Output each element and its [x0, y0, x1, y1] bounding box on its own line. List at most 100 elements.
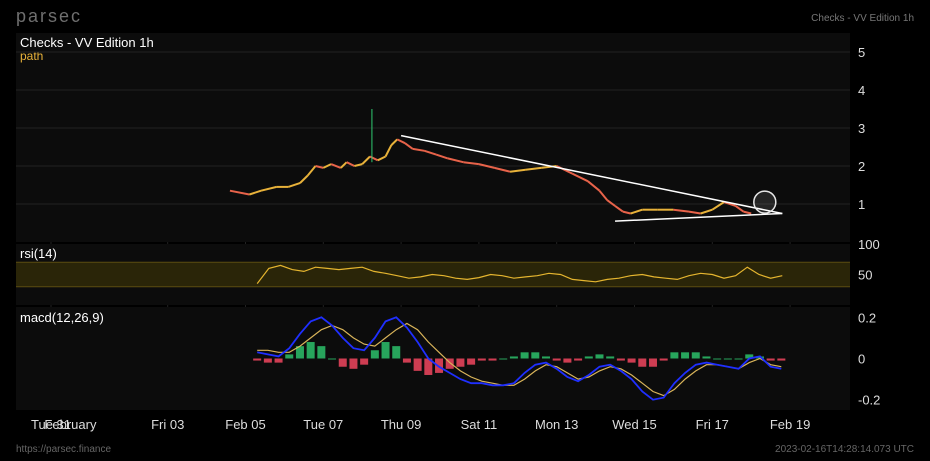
- macd-histogram-bar: [509, 356, 518, 359]
- macd-histogram-bar: [542, 356, 551, 359]
- x-tick-label: Tue 07: [303, 417, 343, 432]
- macd-histogram-bar: [648, 358, 657, 367]
- rsi-y-tick-label: 100: [858, 237, 880, 252]
- macd-histogram-bar: [681, 352, 690, 359]
- macd-histogram-bar: [349, 358, 358, 369]
- price-segment: [306, 165, 317, 177]
- macd-histogram-bar: [563, 358, 572, 363]
- macd-histogram-bar: [606, 356, 615, 359]
- price-segment: [361, 155, 371, 165]
- price-segment: [700, 208, 713, 215]
- macd-histogram-bar: [713, 358, 722, 360]
- price-segment: [598, 190, 609, 201]
- macd-histogram-bar: [413, 358, 422, 371]
- price-panel-bg: [16, 33, 850, 242]
- price-y-tick-label: 5: [858, 45, 865, 60]
- macd-histogram-bar: [306, 342, 315, 359]
- macd-histogram-bar: [392, 346, 401, 359]
- x-tick-label: Fri 17: [696, 417, 729, 432]
- macd-histogram-bar: [659, 358, 668, 361]
- macd-histogram-bar: [616, 358, 625, 361]
- rsi-line: [256, 264, 783, 284]
- macd-histogram-bar: [488, 358, 497, 361]
- macd-histogram-bar: [595, 354, 604, 359]
- macd-histogram-bar: [402, 358, 411, 363]
- price-segment: [384, 144, 393, 157]
- x-tick-label: Sat 11: [461, 417, 498, 432]
- macd-histogram-bar: [766, 358, 775, 361]
- macd-histogram-bar: [627, 358, 636, 363]
- macd-histogram-bar: [574, 358, 583, 361]
- trendline: [615, 212, 783, 222]
- price-segment: [369, 155, 379, 162]
- x-tick-label: Fri 03: [151, 417, 184, 432]
- macd-chart-title: macd(12,26,9): [20, 310, 104, 325]
- price-segment: [249, 189, 262, 196]
- price-segment: [735, 205, 745, 213]
- price-segment: [494, 166, 511, 173]
- price-segment: [447, 157, 464, 164]
- price-series-label: path: [20, 49, 43, 63]
- macd-y-tick-label: -0.2: [858, 393, 880, 408]
- chart-header-title: Checks - VV Edition 1h: [811, 13, 914, 24]
- macd-histogram-bar: [360, 358, 369, 365]
- x-tick-label: February: [44, 417, 97, 432]
- rsi-chart-title: rsi(14): [20, 246, 57, 261]
- trendline: [400, 134, 783, 215]
- macd-histogram-bar: [638, 358, 647, 367]
- macd-histogram-bar: [317, 346, 326, 359]
- price-y-tick-label: 3: [858, 121, 865, 136]
- price-segment: [435, 153, 449, 160]
- price-segment: [614, 205, 624, 213]
- price-segment: [260, 185, 277, 192]
- macd-histogram-bar: [370, 350, 379, 359]
- x-tick-label: Thu 09: [381, 417, 421, 432]
- macd-histogram-bar: [670, 352, 679, 359]
- price-segment: [390, 138, 398, 146]
- macd-histogram-bar: [253, 358, 262, 361]
- macd-panel-bg: [16, 307, 850, 410]
- price-segment: [396, 138, 406, 145]
- macd-histogram-bar: [456, 358, 465, 367]
- price-segment: [525, 166, 542, 171]
- price-segment: [315, 165, 324, 169]
- macd-histogram-bar: [274, 358, 283, 363]
- macd-histogram-bar: [499, 358, 508, 360]
- price-segment: [299, 174, 309, 184]
- price-segment: [340, 161, 348, 169]
- macd-histogram-bar: [445, 358, 454, 369]
- price-segment: [688, 210, 701, 215]
- marker-circle: [753, 190, 777, 214]
- macd-histogram-bar: [734, 358, 743, 360]
- rsi-panel: rsi(14) 100 50: [16, 237, 880, 288]
- price-y-tick-label: 4: [858, 83, 865, 98]
- macd-histogram-bar: [285, 354, 294, 359]
- price-y-tick-label: 2: [858, 159, 865, 174]
- price-segment: [622, 210, 631, 215]
- price-segment: [287, 182, 301, 188]
- macd-histogram-bar: [295, 346, 304, 359]
- price-segment: [673, 208, 690, 213]
- price-segment: [571, 172, 589, 183]
- price-segment: [322, 163, 332, 169]
- price-segment: [630, 208, 643, 215]
- price-segment: [404, 142, 414, 150]
- macd-line: [257, 316, 782, 401]
- macd-histogram-bar: [691, 352, 700, 359]
- price-segment: [424, 149, 437, 156]
- macd-histogram-bar: [424, 358, 433, 375]
- macd-histogram-bar: [520, 352, 529, 359]
- price-segment: [346, 161, 355, 167]
- x-tick-label: Mon 13: [535, 417, 578, 432]
- macd-histogram-bar: [338, 358, 347, 367]
- price-segment: [743, 210, 752, 215]
- macd-histogram-bar: [477, 358, 486, 361]
- footer-url[interactable]: https://parsec.finance: [16, 444, 112, 455]
- macd-y-tick-label: 0: [858, 352, 865, 367]
- macd-histogram-bar: [777, 358, 786, 361]
- macd-histogram-bar: [723, 358, 732, 360]
- macd-y-tick-label: 0.2: [858, 310, 876, 325]
- price-segment: [229, 189, 250, 196]
